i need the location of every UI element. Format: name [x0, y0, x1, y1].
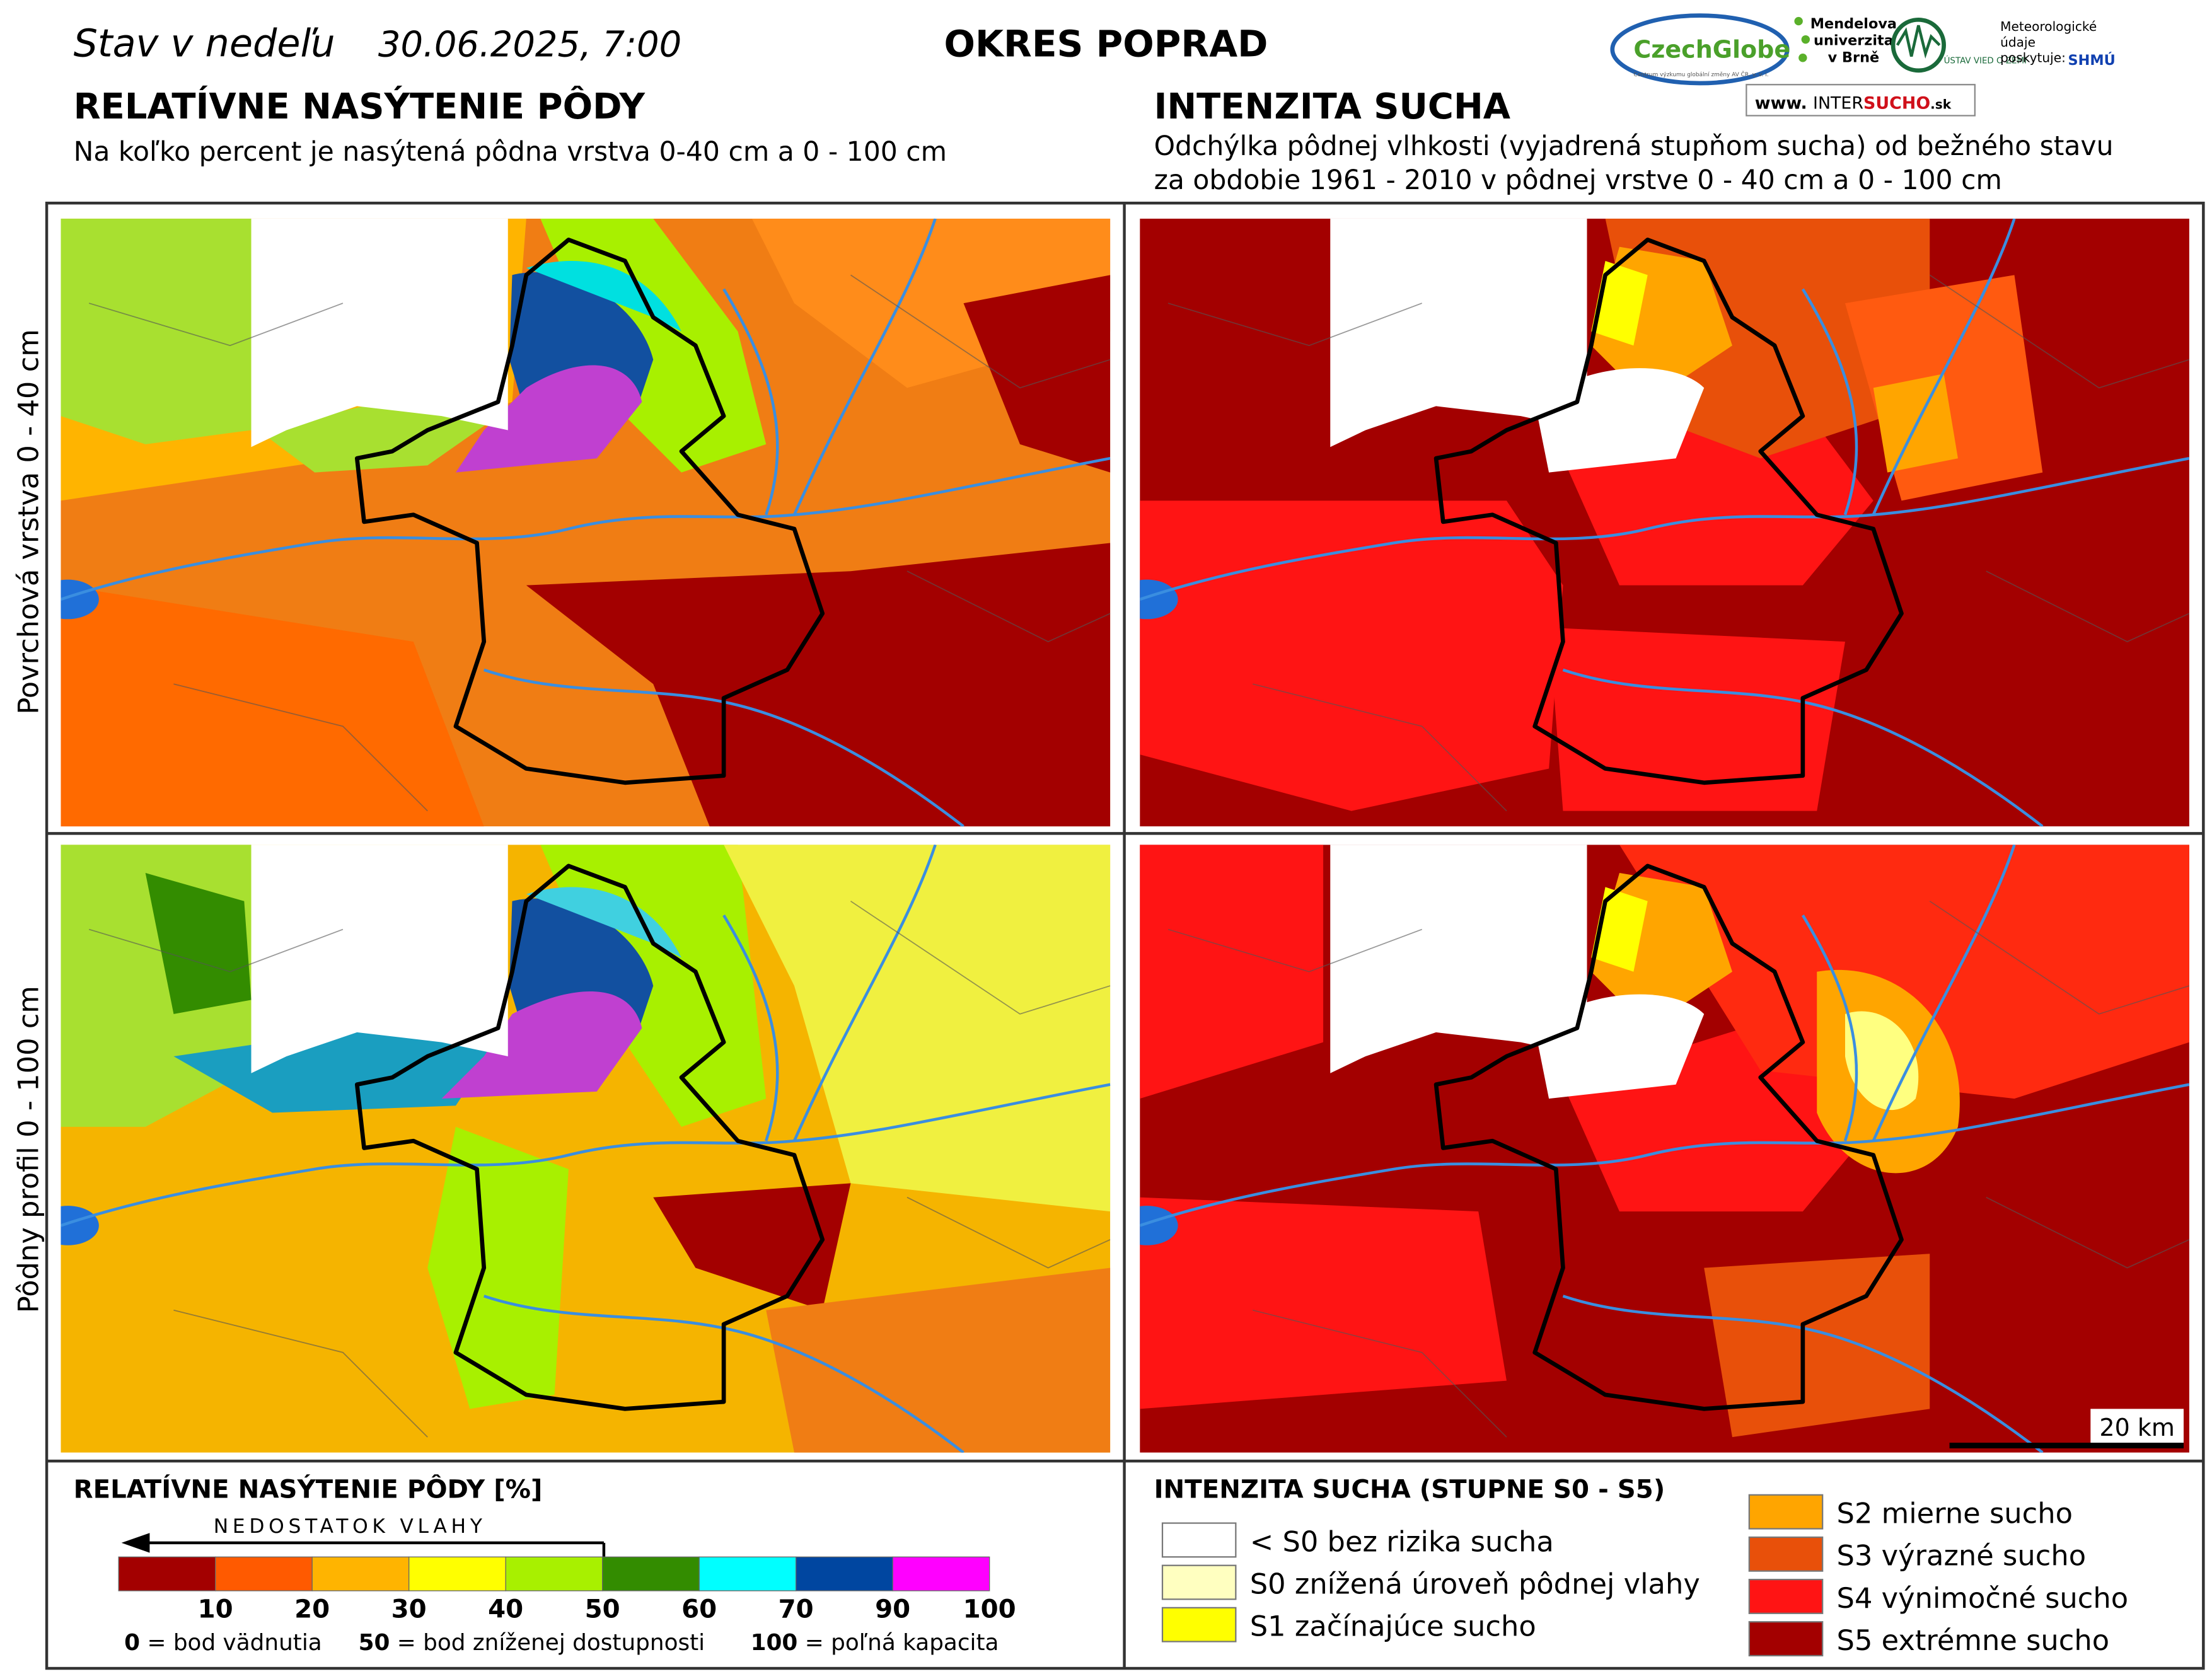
map-drought-surface [1116, 218, 2189, 826]
legend-label: S1 začínajúce sucho [1250, 1610, 1536, 1643]
legend-note-key: 100 [751, 1630, 798, 1656]
scale-label: 20 km [2099, 1414, 2175, 1441]
legend-label: < S0 bez rizika sucha [1250, 1525, 1554, 1558]
legend-note-text: = bod vädnutia [147, 1630, 321, 1656]
logos: CzechGlobe Centrum výzkumu globální změn… [1610, 13, 2116, 117]
legend-note-text: = poľná kapacita [805, 1630, 999, 1656]
legend-swatch [1748, 1578, 1824, 1614]
legend-tick: 90 [875, 1595, 910, 1624]
legend-note: 0 = bod vädnutia [124, 1630, 322, 1656]
legend-swatch [505, 1556, 603, 1591]
logo-czechglobe: CzechGlobe [1633, 36, 1790, 64]
logo-intersucho-box [1746, 84, 1976, 117]
legend-swatch [1748, 1621, 1824, 1657]
row-label: Povrchová vrstva 0 - 40 cm [12, 329, 45, 714]
legend-swatch [1161, 1607, 1237, 1642]
legend-saturation: RELATÍVNE NASÝTENIE PÔDY [%] NEDOSTATOK … [74, 1473, 1016, 1656]
legend-tick: 50 [585, 1595, 620, 1624]
right-subtitle: Odchýlka pôdnej vlhkosti (vyjadrená stup… [1154, 131, 2114, 162]
legend-tick: 30 [391, 1595, 427, 1624]
right-subtitle: za obdobie 1961 - 2010 v pôdnej vrstve 0… [1154, 165, 2002, 196]
legend-swatch [408, 1556, 506, 1591]
left-subtitle: Na koľko percent je nasýtená pôdna vrstv… [74, 137, 947, 168]
day-prefix: Stav v nedeľu [74, 22, 335, 66]
legend-note-key: 0 [124, 1630, 140, 1656]
map-saturation-surface [61, 218, 1111, 827]
legend-note: 100 = poľná kapacita [751, 1630, 999, 1656]
legend-swatch [892, 1556, 990, 1591]
legend-tick: 70 [779, 1595, 814, 1624]
legend-label: S5 extrémne sucho [1837, 1624, 2110, 1657]
legend-label: S4 výnimočné sucho [1837, 1581, 2129, 1615]
district: OKRES POPRAD [944, 23, 1268, 66]
legend-note: 50 = bod zníženej dostupnosti [359, 1630, 705, 1656]
legend-swatch [1161, 1564, 1237, 1600]
legend-label: S0 znížená úroveň pôdnej vlahy [1250, 1567, 1700, 1600]
legend-title: RELATÍVNE NASÝTENIE PÔDY [%] [74, 1473, 543, 1504]
logo-ustav: ÚSTAV VIED O ZEMI [1944, 55, 2027, 66]
legend-tick: 100 [963, 1595, 1016, 1624]
logo-intersucho: www. INTERSUCHO.sk [1755, 93, 1952, 113]
legend-label: S2 mierne sucho [1837, 1497, 2073, 1530]
legend-arrow [121, 1533, 150, 1553]
legend-swatch [118, 1556, 216, 1591]
legend-swatch [602, 1556, 700, 1591]
logo-mendel: Mendelova [1810, 16, 1897, 32]
scale-box [2090, 1409, 2184, 1446]
legend-drought: INTENZITA SUCHA (STUPNE S0 - S5) < S0 be… [1154, 1475, 2129, 1657]
legend-tick: 60 [681, 1595, 717, 1624]
right-title: INTENZITA SUCHA [1154, 86, 1510, 127]
legend-swatch [311, 1556, 410, 1591]
logo-meteo: Meteorologické [2000, 19, 2097, 34]
legend-swatch [1161, 1522, 1237, 1558]
datetime: 30.06.2025, 7:00 [378, 25, 681, 66]
logo-meteo: údaje [2000, 35, 2035, 50]
legend-swatch [698, 1556, 797, 1591]
legend-swatch [1748, 1494, 1824, 1530]
legend-swatch [796, 1556, 893, 1591]
legend-arrow-label: NEDOSTATOK VLAHY [214, 1515, 487, 1538]
logo-mendel: univerzita [1814, 33, 1894, 49]
map-saturation-profile [61, 845, 1111, 1453]
legend-tick: 40 [488, 1595, 523, 1624]
logo-meteo: poskytuje: [2000, 50, 2066, 65]
left-title: RELATÍVNE NASÝTENIE PÔDY [74, 86, 646, 127]
logo-shmu: SHMÚ [2068, 51, 2116, 69]
legend-label: S3 výrazné sucho [1837, 1539, 2087, 1573]
row-label: Pôdny profil 0 - 100 cm [12, 986, 45, 1313]
legend-swatch [215, 1556, 313, 1591]
legend-title: INTENZITA SUCHA (STUPNE S0 - S5) [1154, 1475, 1665, 1504]
legend-swatch [1748, 1536, 1824, 1572]
legend-tick: 10 [198, 1595, 233, 1624]
logo-czechglobe-sub: Centrum výzkumu globální změny AV ČR, v.… [1633, 71, 1768, 78]
legend-tick: 20 [294, 1595, 330, 1624]
logo-mendel: v Brně [1828, 49, 1880, 66]
map-drought-profile: 20 km [1140, 845, 2189, 1453]
legend-note-text: = bod zníženej dostupnosti [397, 1630, 705, 1656]
legend-note-key: 50 [359, 1630, 390, 1656]
